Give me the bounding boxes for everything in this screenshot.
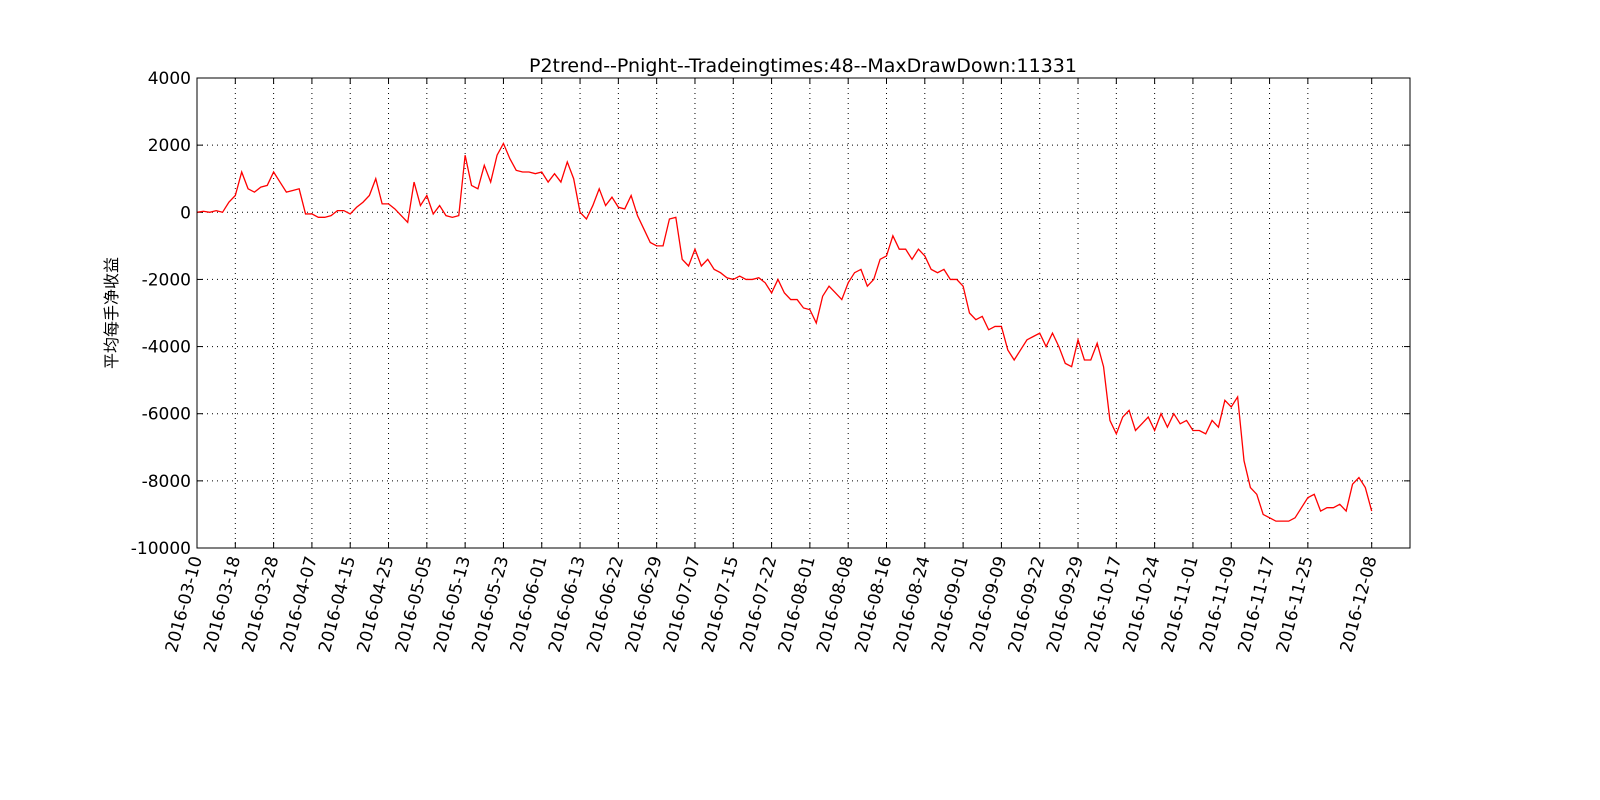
plot-frame [196, 77, 1411, 549]
y-tick-label: 0 [180, 203, 191, 223]
y-axis-label: 平均每手净收益 [102, 257, 121, 369]
y-tick-label: 2000 [148, 136, 191, 156]
chart-title: P2trend--Pnight--Tradeingtimes:48--MaxDr… [529, 55, 1077, 77]
y-tick-label: 4000 [148, 69, 191, 89]
y-tick-label: -10000 [131, 539, 191, 559]
data-line [196, 141, 1373, 522]
y-tick-label: -6000 [142, 405, 191, 425]
y-tick-label: -8000 [142, 472, 191, 492]
y-tick-label: -2000 [142, 270, 191, 290]
y-tick-label: -4000 [142, 338, 191, 358]
